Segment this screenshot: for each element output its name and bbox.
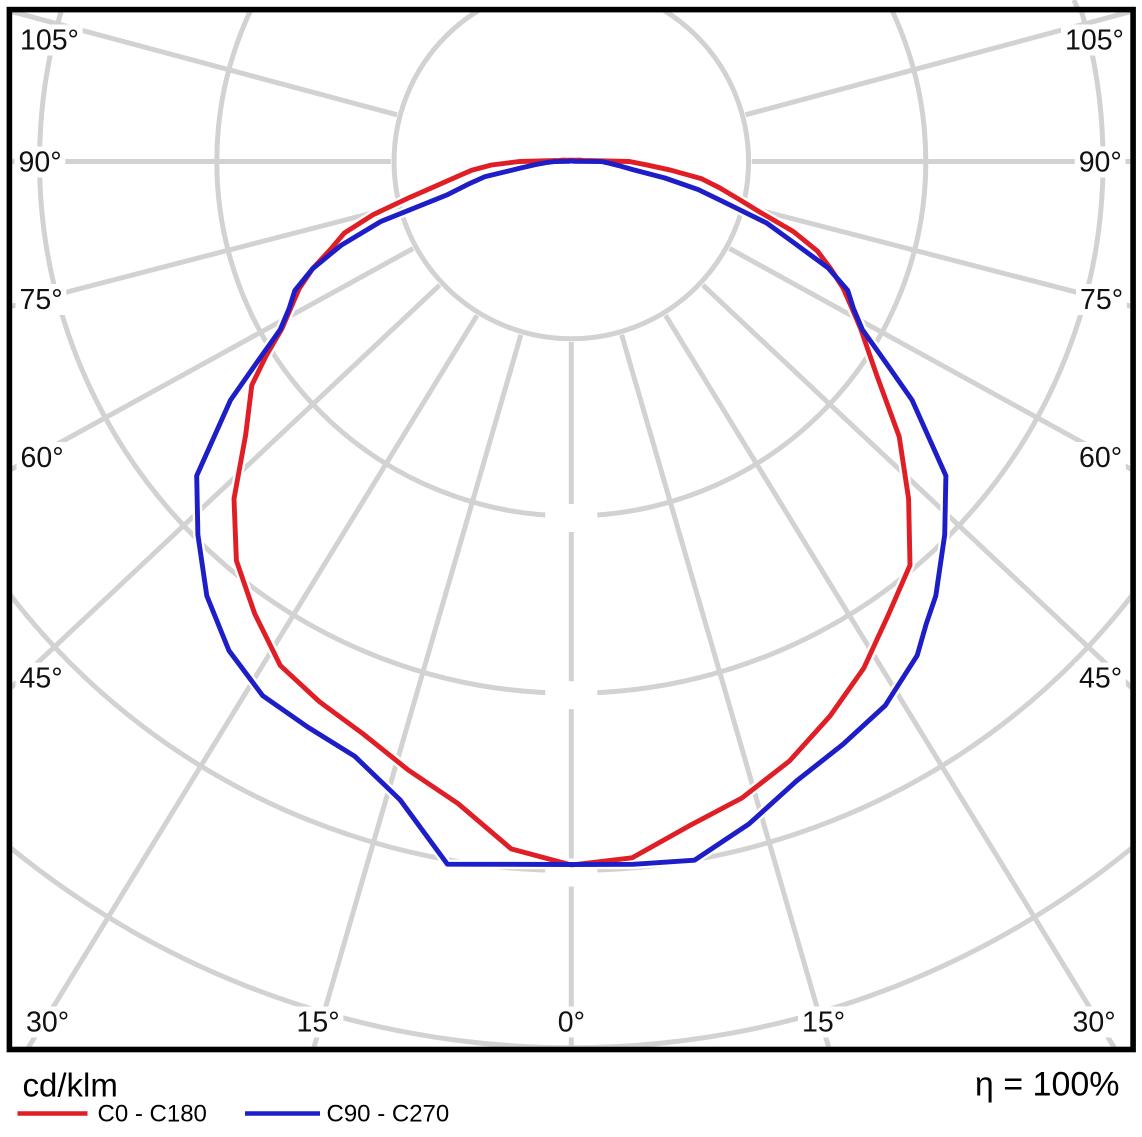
svg-text:75°: 75° [20,284,63,316]
svg-text:90°: 90° [1079,147,1122,179]
svg-text:60°: 60° [21,442,64,474]
svg-text:15°: 15° [802,1007,845,1039]
svg-text:60°: 60° [1079,442,1122,474]
svg-text:0°: 0° [558,1007,585,1039]
svg-text:75°: 75° [1080,284,1123,316]
svg-text:45°: 45° [1079,663,1122,695]
svg-text:cd/klm: cd/klm [23,1067,118,1104]
svg-text:45°: 45° [20,663,63,695]
svg-text:105°: 105° [20,25,79,57]
svg-text:30°: 30° [26,1007,69,1039]
svg-text:15°: 15° [297,1007,340,1039]
svg-text:C90 - C270: C90 - C270 [327,1101,450,1128]
svg-text:30°: 30° [1073,1007,1116,1039]
svg-text:105°: 105° [1065,25,1124,57]
svg-text:90°: 90° [19,147,62,179]
svg-text:C0 - C180: C0 - C180 [98,1101,207,1128]
svg-text:η = 100%: η = 100% [975,1066,1120,1104]
